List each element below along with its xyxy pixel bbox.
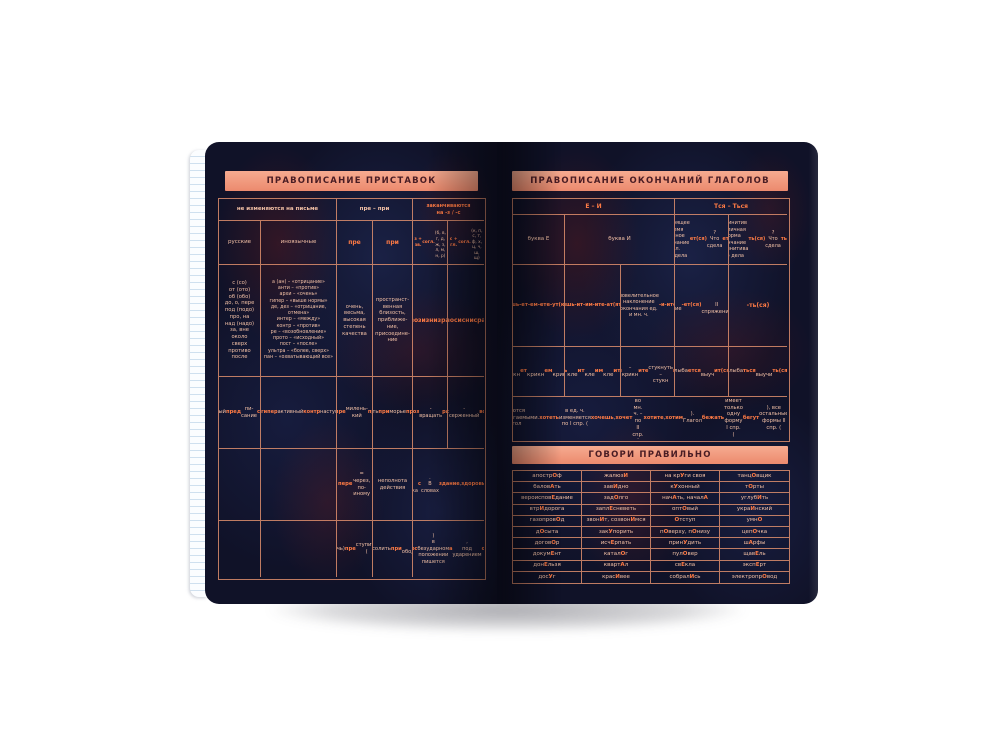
table-cell: буква Е bbox=[513, 215, 565, 265]
table-cell: -ть(ся) bbox=[729, 265, 787, 347]
table-cell: повелительное наклонение окончания ед. и мн… bbox=[621, 265, 675, 347]
list-item: умн О bbox=[720, 516, 789, 527]
table-cell bbox=[219, 521, 261, 577]
table-cell: безмерныйнизвер-гнутьвоз-вращатьраз-множ… bbox=[413, 377, 448, 449]
table-cell: заканчиваются на -з / -с bbox=[413, 199, 484, 221]
table-cell: I спряжение-ет(ся)II спряжение-ит(ся) bbox=[675, 265, 729, 347]
right-page: ПРАВОПИСАНИЕ ОКОНЧАНИЙ ГЛАГОЛОВ Е – И Тс… bbox=[497, 142, 818, 604]
table-cell: а (ан) – «отрицание» анти – «против» архи … bbox=[261, 265, 337, 377]
table-cell: В приставке раз (рас) –роз (рос)в безуда… bbox=[413, 532, 484, 565]
table-cell: пространст-венная близость, приближе-ние, п… bbox=[373, 265, 413, 377]
table-cell: безвзвозизнизразчрез bbox=[413, 265, 448, 377]
table-cell: Тся – Ться bbox=[675, 199, 787, 215]
table-cell: буква И bbox=[565, 215, 675, 265]
table-cell: с (со) от (ото) об (обо) до, о, пере под (по… bbox=[219, 265, 261, 377]
list-item: жалюз И bbox=[582, 471, 651, 483]
verb-table-footnote: Глаголы хотеть, бежать являются разноспр… bbox=[513, 397, 787, 439]
table-cell: округлыйпредпи-саниесдирать bbox=[219, 377, 261, 449]
table-cell: улыбаетсявыучит(ся) bbox=[675, 347, 729, 397]
table-cell bbox=[261, 521, 337, 577]
table-cell: с + гл. согл. (к, п, с, т, ф, х, ц, ч, ш, щ) bbox=[448, 221, 484, 265]
table-cell: клеишьклеитклеимклеитеклеят bbox=[565, 347, 621, 397]
table-cell: пре bbox=[337, 221, 373, 265]
table-cell: улыбатьсявыучить(ся) bbox=[729, 347, 787, 397]
table-cell: инфинитивбезличная формаокончаниеинфинит… bbox=[729, 215, 787, 265]
table-cell bbox=[219, 449, 261, 521]
table-cell: неполнота действия bbox=[373, 449, 413, 521]
speak-correctly-banner: ГОВОРИ ПРАВИЛЬНО bbox=[512, 446, 788, 464]
table-cell: настоящеевремяличныеокончанияI спряжения… bbox=[513, 265, 565, 347]
table-cell: настоящеевремяличноеокончание 3 л.Что де… bbox=[675, 215, 729, 265]
table-cell: з + зв. согл. (б, в, г, д, ж, з, л, м, н, р) bbox=[413, 221, 448, 265]
table-cell: пре – при bbox=[337, 199, 413, 221]
table-cell: настоящее времяличные окончанияII спряже… bbox=[565, 265, 621, 347]
page-stack-edge bbox=[190, 150, 207, 597]
table-cell: Е – И bbox=[513, 199, 675, 215]
table-cell: всплескниспадатьрас-серженныйвосхище-ние… bbox=[448, 377, 484, 449]
table-cell: придвинутьприморьеприкладной bbox=[373, 377, 413, 449]
prefixes-table: не изменяются на письме пре – при заканч… bbox=[218, 198, 486, 580]
table-cell: пресечь(пересечь)преступить(пере-ступить… bbox=[337, 521, 373, 577]
table-cell: пере = через, по-иному bbox=[337, 449, 373, 521]
table-cell: при bbox=[373, 221, 413, 265]
table-cell bbox=[261, 449, 337, 521]
table-cell: русские bbox=[219, 221, 261, 265]
verb-endings-table: Е – И Тся – Ться буква Е буква И настоящ… bbox=[512, 198, 790, 442]
table-cell: иноязычные bbox=[261, 221, 337, 265]
right-page-title-banner: ПРАВОПИСАНИЕ ОКОНЧАНИЙ ГЛАГОЛОВ bbox=[512, 171, 788, 191]
table-cell: преотлич-ныйпремилень-кийпреувеличе-ние bbox=[337, 377, 373, 449]
left-page: ПРАВОПИСАНИЕ ПРИСТАВОК не изменяются на … bbox=[205, 142, 497, 604]
table-cell: В русском языке нетприставки э,есть прис… bbox=[413, 449, 484, 521]
table-cell: антивоенныйархисложныйгиперактивныйконтр… bbox=[261, 377, 337, 449]
table-cell: бесвсвосиснисрасчрес bbox=[448, 265, 484, 377]
table-cell: не изменяются на письме bbox=[219, 199, 337, 221]
table-cell: крикнешькрикнеткрикнемкрикнетекрикнут bbox=[513, 347, 565, 397]
table-cell: очень, весьма, высокая степень качества bbox=[337, 265, 373, 377]
table-cell: при-тормозитьприсолитьпри-ободритьприукр… bbox=[373, 521, 413, 577]
left-page-title-banner: ПРАВОПИСАНИЕ ПРИСТАВОК bbox=[225, 171, 478, 191]
